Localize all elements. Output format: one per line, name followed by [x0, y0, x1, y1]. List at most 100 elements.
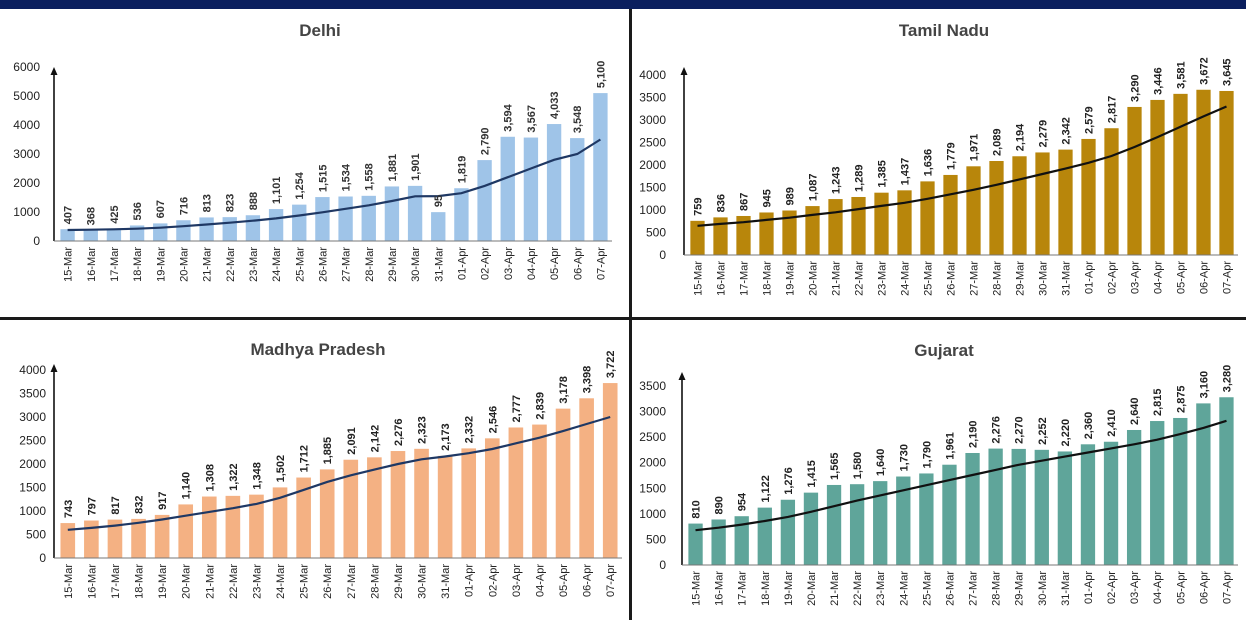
data-label: 2,091: [346, 427, 358, 455]
data-label: 2,777: [511, 395, 523, 423]
y-tick-label: 3500: [639, 379, 666, 393]
x-tick-label: 04-Apr: [534, 564, 546, 597]
x-tick-label: 20-Mar: [806, 571, 818, 606]
trend-line: [67, 138, 601, 232]
x-tick-label: 22-Mar: [852, 571, 864, 606]
bar: [1150, 99, 1165, 256]
chart-panel-delhi: Delhi 0 1000 2000 3000 4000 5000 6000 407 368 425 5…: [0, 9, 629, 317]
x-tick-label: 22-Mar: [225, 247, 237, 282]
bar: [1104, 128, 1119, 255]
x-tick-label: 19-Mar: [157, 564, 169, 599]
data-label: 867: [739, 193, 751, 211]
bar: [803, 492, 819, 565]
bar: [943, 174, 958, 255]
bar: [249, 494, 264, 558]
x-tick-label: 29-Mar: [387, 247, 399, 282]
data-label: 1,565: [829, 452, 841, 480]
y-tick-label: 4000: [19, 363, 46, 377]
data-label: 1,348: [251, 462, 263, 490]
bar: [199, 217, 214, 241]
x-tick-label: 19-Mar: [783, 571, 795, 606]
x-tick-label: 15-Mar: [63, 247, 75, 282]
chart-title: Tamil Nadu: [899, 21, 989, 40]
bar: [851, 196, 866, 255]
bar: [805, 206, 820, 255]
data-label: 817: [110, 496, 122, 514]
data-label: 2,332: [464, 416, 476, 444]
x-tick-label: 18-Mar: [134, 564, 146, 599]
data-label: 2,276: [991, 416, 1003, 444]
bar: [579, 398, 594, 558]
x-tick-label: 21-Mar: [204, 564, 216, 599]
y-tick-label: 1000: [639, 203, 666, 217]
bar: [367, 457, 382, 558]
x-tick-label: 19-Mar: [785, 261, 797, 296]
bar: [431, 212, 446, 241]
x-tick-label: 06-Apr: [572, 247, 584, 280]
bar: [222, 217, 237, 241]
data-label: 368: [86, 207, 98, 225]
data-label: 945: [762, 189, 774, 207]
data-label: 3,581: [1176, 61, 1188, 89]
bar: [272, 487, 288, 558]
x-tick-label: 26-Mar: [322, 564, 334, 599]
chart-svg: Tamil Nadu 0 500 1000 1500 2000 2500 3000 3500 40…: [639, 21, 1238, 296]
data-label: 743: [63, 500, 75, 518]
bar: [757, 507, 772, 565]
x-tick-label: 02-Apr: [487, 564, 499, 597]
chart-panel-madhya-pradesh: Madhya Pradesh 0 500 1000 1500 2000 2500 3000 35…: [0, 320, 629, 620]
x-tick-label: 15-Mar: [693, 261, 705, 296]
y-tick-label: 5000: [13, 89, 40, 103]
y-tick-label: 0: [659, 248, 666, 262]
bar: [268, 209, 284, 241]
bar: [1057, 451, 1073, 565]
data-label: 2,640: [1129, 397, 1141, 425]
chart-panel-gujarat: Gujarat 0 500 1000 1500 2000 2500 3000 3500 810 89…: [632, 320, 1246, 620]
x-tick-label: 27-Mar: [341, 247, 353, 282]
data-label: 3,178: [558, 376, 570, 404]
bar: [849, 484, 865, 565]
x-tick-label: 01-Apr: [1084, 261, 1096, 294]
bar: [176, 220, 191, 241]
bar: [782, 210, 797, 255]
data-label: 4,033: [549, 92, 561, 120]
data-label: 1,308: [204, 464, 216, 492]
x-tick-label: 17-Mar: [737, 571, 749, 606]
x-tick-label: 06-Apr: [582, 564, 594, 597]
bar: [1080, 444, 1096, 565]
data-label: 2,089: [992, 128, 1004, 156]
x-tick-label: 01-Apr: [1083, 571, 1095, 604]
y-tick-label: 2500: [639, 430, 666, 444]
x-tick-label: 28-Mar: [364, 247, 376, 282]
data-label: 407: [63, 206, 75, 224]
bar: [343, 459, 359, 558]
chart-title: Delhi: [299, 21, 341, 40]
x-tick-label: 31-Mar: [1061, 261, 1073, 296]
data-label: 3,398: [582, 366, 594, 394]
data-label: 989: [785, 187, 797, 205]
bar: [965, 452, 980, 565]
data-label: 3,722: [605, 351, 617, 379]
data-label: 1,580: [852, 452, 864, 480]
data-label: 1,885: [322, 437, 334, 465]
x-tick-label: 20-Mar: [808, 261, 820, 296]
data-label: 2,342: [1061, 117, 1073, 145]
bar: [338, 196, 353, 241]
bar: [390, 451, 406, 558]
x-tick-label: 18-Mar: [760, 571, 772, 606]
bar: [1012, 156, 1027, 255]
data-label: 917: [157, 492, 169, 510]
bar: [1173, 417, 1188, 565]
data-label: 2,360: [1083, 412, 1095, 440]
bar: [131, 518, 146, 558]
data-label: 3,567: [526, 105, 538, 133]
bar: [296, 477, 311, 558]
x-tick-label: 06-Apr: [1198, 571, 1210, 604]
data-label: 2,875: [1175, 385, 1187, 413]
bar: [154, 514, 170, 558]
chart-svg: Delhi 0 1000 2000 3000 4000 5000 6000 407 368 425 5…: [13, 21, 612, 282]
data-label: 759: [693, 197, 705, 215]
data-label: 1,243: [831, 167, 843, 195]
x-tick-label: 21-Mar: [831, 261, 843, 296]
x-tick-label: 26-Mar: [944, 571, 956, 606]
